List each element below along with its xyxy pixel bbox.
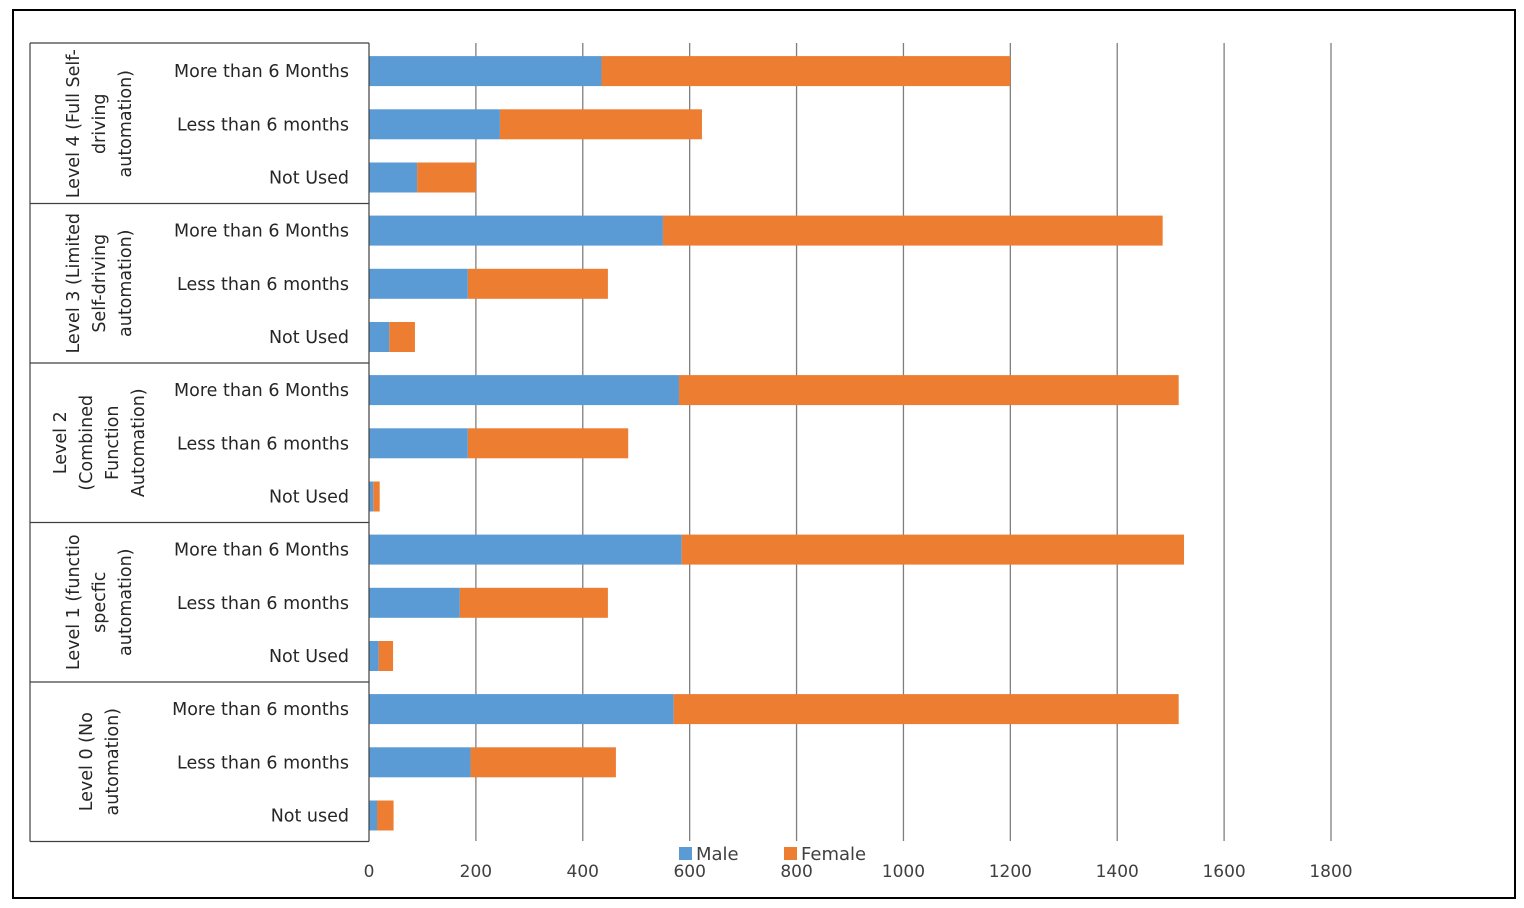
- bar-female-g1-less-than-6-months: [467, 268, 608, 299]
- bar-male-g1-not-used: [369, 322, 390, 352]
- x-tick-label-1600: 1600: [1202, 862, 1245, 882]
- category-label-g1-2: Not Used: [269, 328, 349, 348]
- bar-male-g2-less-than-6-months: [369, 428, 468, 459]
- legend-label-male: Male: [696, 844, 739, 865]
- group-label-1-line-1: Self-driving: [90, 234, 110, 333]
- category-label-g4-0: More than 6 months: [172, 700, 349, 720]
- category-label-g2-2: Not Used: [269, 488, 349, 508]
- group-label-2: Level 2 (Combined Function Automation): [51, 388, 149, 497]
- category-label-g1-0: More than 6 Months: [174, 222, 349, 242]
- bar-female-g0-not-used: [417, 162, 476, 193]
- category-label-g2-0: More than 6 Months: [174, 381, 349, 401]
- group-dividers: [29, 42, 370, 843]
- group-labels: Level 4 (Full Self-driving automation)Lev…: [51, 49, 149, 815]
- bar-female-g3-less-than-6-months: [459, 587, 608, 618]
- bar-male-g3-less-than-6-months: [369, 587, 460, 618]
- category-label-g3-2: Not Used: [269, 647, 349, 667]
- x-tick-label-600: 600: [673, 862, 705, 882]
- bar-female-g2-less-than-6-months: [467, 428, 629, 459]
- x-tick-label-1400: 1400: [1096, 862, 1139, 882]
- x-tick-label-200: 200: [460, 862, 492, 882]
- group-label-0: Level 4 (Full Self-driving automation): [64, 49, 136, 198]
- group-label-3: Level 1 (functio specfic automation): [64, 534, 136, 670]
- bar-male-g3-more-than-6-months: [369, 534, 682, 565]
- category-labels: More than 6 Months Less than 6 months Not …: [172, 62, 349, 826]
- x-tick-label-1800: 1800: [1309, 862, 1352, 882]
- bar-male-g2-not-used: [369, 481, 374, 512]
- category-label-g0-2: Not Used: [269, 169, 349, 189]
- chart-frame: More than 6 Months Less than 6 months Not …: [12, 9, 1516, 899]
- group-label-3-line-0: Level 1 (functio: [64, 534, 84, 670]
- bar-female-g0-more-than-6-months: [601, 56, 1011, 87]
- group-label-2-line-2: Function: [103, 406, 123, 480]
- bar-male-g1-more-than-6-months: [369, 215, 663, 246]
- bar-female-g1-not-used: [389, 322, 415, 352]
- legend-label-female: Female: [801, 844, 866, 865]
- category-label-g0-1: Less than 6 months: [177, 115, 349, 135]
- category-label-g1-1: Less than 6 months: [177, 275, 349, 295]
- x-tick-label-400: 400: [567, 862, 599, 882]
- category-label-g4-1: Less than 6 months: [177, 753, 349, 773]
- group-label-4-line-1: automation): [103, 708, 123, 816]
- group-label-2-line-3: Automation): [129, 388, 149, 497]
- bar-male-g4-less-than-6-months: [369, 747, 471, 778]
- group-label-3-line-1: specfic: [90, 572, 110, 633]
- category-label-g3-0: More than 6 Months: [174, 541, 349, 561]
- category-label-g4-2: Not used: [271, 807, 349, 827]
- group-label-1-line-2: automation): [116, 229, 136, 337]
- x-tick-labels: 0 200 400 600 800 1000 1200 1400 1600 1800: [364, 862, 1353, 882]
- bars: [369, 56, 1185, 831]
- bar-male-g4-not-used: [369, 800, 378, 831]
- x-tick-label-800: 800: [780, 862, 812, 882]
- group-label-4: Level 0 (No automation): [77, 708, 123, 816]
- bar-female-g3-not-used: [378, 641, 394, 671]
- x-tick-label-0: 0: [364, 862, 375, 882]
- bar-female-g2-more-than-6-months: [678, 375, 1179, 406]
- bar-male-g3-not-used: [369, 641, 379, 671]
- bar-female-g2-not-used: [373, 481, 380, 512]
- bar-female-g4-more-than-6-months: [673, 694, 1179, 725]
- group-label-0-line-0: Level 4 (Full Self-: [64, 49, 84, 198]
- group-label-0-line-1: driving: [90, 93, 110, 154]
- legend-swatch-female: [784, 847, 797, 860]
- bar-female-g4-less-than-6-months: [470, 747, 616, 778]
- legend-swatch-male: [679, 847, 692, 860]
- bar-male-g0-less-than-6-months: [369, 109, 500, 140]
- x-tick-label-1200: 1200: [989, 862, 1032, 882]
- stacked-bar-chart: More than 6 Months Less than 6 months Not …: [29, 42, 1353, 882]
- bar-female-g0-less-than-6-months: [499, 109, 702, 140]
- bar-female-g4-not-used: [377, 800, 394, 831]
- bar-male-g0-more-than-6-months: [369, 56, 602, 87]
- group-label-2-line-1: (Combined: [77, 395, 97, 491]
- category-label-g0-0: More than 6 Months: [174, 62, 349, 82]
- category-label-g3-1: Less than 6 months: [177, 594, 349, 614]
- bar-female-g3-more-than-6-months: [681, 534, 1185, 565]
- category-label-g2-1: Less than 6 months: [177, 434, 349, 454]
- group-label-0-line-2: automation): [116, 70, 136, 178]
- bar-male-g4-more-than-6-months: [369, 694, 674, 725]
- group-label-3-line-2: automation): [116, 548, 136, 656]
- group-label-1: Level 3 (Limited Self-driving automation): [64, 213, 136, 354]
- x-tick-label-1000: 1000: [882, 862, 925, 882]
- group-label-4-line-0: Level 0 (No: [77, 712, 97, 811]
- bar-female-g1-more-than-6-months: [662, 215, 1163, 246]
- group-label-1-line-0: Level 3 (Limited: [64, 213, 84, 354]
- legend: Male Female: [679, 844, 866, 865]
- group-label-2-line-0: Level 2: [51, 411, 71, 474]
- bar-male-g2-more-than-6-months: [369, 375, 679, 406]
- bar-male-g0-not-used: [369, 162, 418, 193]
- bar-male-g1-less-than-6-months: [369, 268, 468, 299]
